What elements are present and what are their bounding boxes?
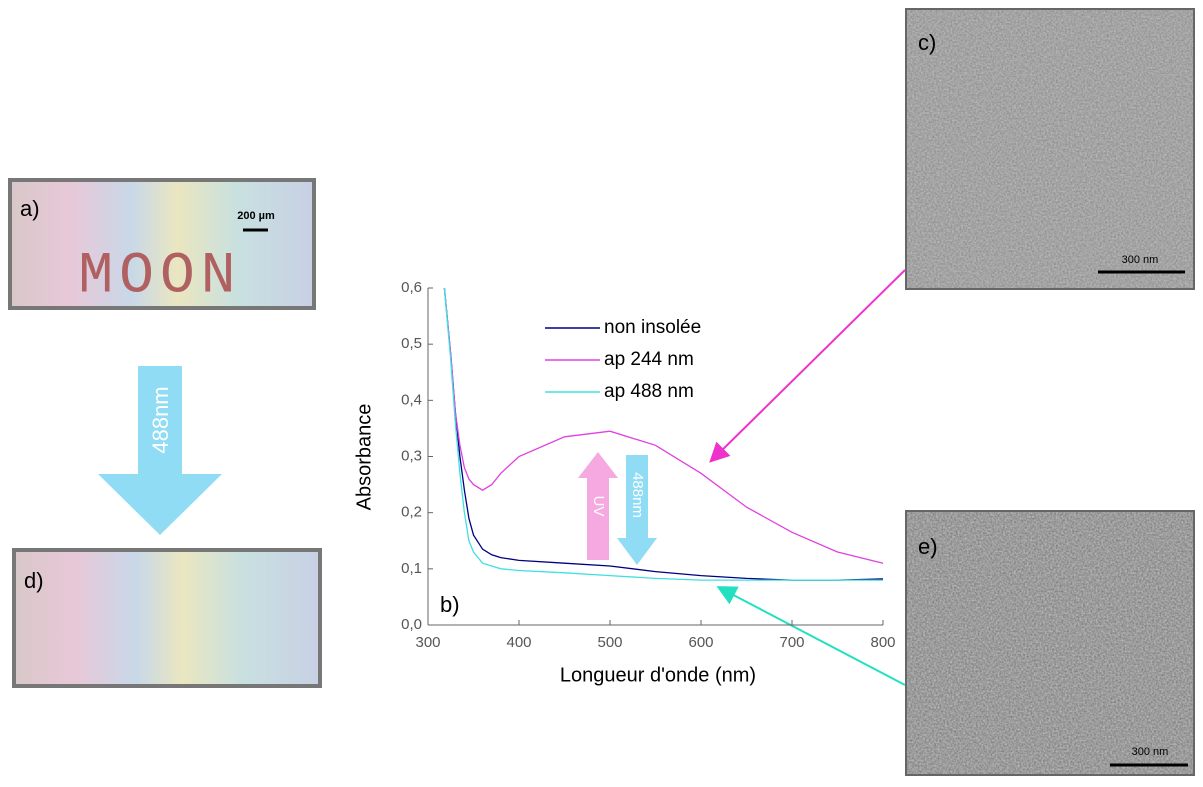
panel-d: d) bbox=[12, 548, 322, 688]
arrow-label: 488nm bbox=[148, 386, 173, 453]
y-tick-label: 0,0 bbox=[401, 616, 422, 633]
image-text: MOON bbox=[78, 244, 241, 309]
y-tick-label: 0,5 bbox=[401, 335, 422, 352]
scale-label: 200 µm bbox=[237, 210, 275, 222]
series-line bbox=[443, 287, 883, 581]
uv-arrow bbox=[578, 452, 618, 560]
panel-c: c) 300 nm bbox=[905, 8, 1195, 290]
x-tick-label: 800 bbox=[870, 634, 895, 651]
pointer-arrow bbox=[716, 586, 906, 686]
y-tick-label: 0,6 bbox=[401, 279, 422, 296]
panel-label: a) bbox=[20, 196, 40, 221]
transition-arrow: 488nm bbox=[98, 366, 222, 535]
panel-a: a) 200 µm MOON bbox=[8, 178, 316, 310]
arrow-label: 488nm bbox=[629, 472, 646, 518]
blue-arrow bbox=[617, 455, 657, 565]
x-tick-label: 400 bbox=[506, 634, 531, 651]
legend-label: ap 488 nm bbox=[604, 381, 694, 402]
pointer-arrow bbox=[709, 269, 906, 463]
legend-label: ap 244 nm bbox=[604, 349, 694, 370]
panel-e: e) 300 nm bbox=[905, 510, 1195, 776]
panel-label: d) bbox=[24, 568, 44, 593]
legend-label: non insolée bbox=[604, 317, 701, 338]
x-tick-label: 700 bbox=[779, 634, 804, 651]
y-tick-label: 0,3 bbox=[401, 447, 422, 464]
x-tick-label: 300 bbox=[415, 634, 440, 651]
y-tick-label: 0,1 bbox=[401, 560, 422, 577]
x-axis-label: Longueur d'onde (nm) bbox=[560, 664, 756, 686]
panel-label: c) bbox=[918, 30, 936, 55]
panel-label: e) bbox=[918, 534, 938, 559]
scale-label: 300 nm bbox=[1132, 746, 1169, 758]
series-line bbox=[443, 287, 884, 581]
y-tick-label: 0,4 bbox=[401, 391, 422, 408]
scale-label: 300 nm bbox=[1122, 254, 1159, 266]
chart: Longueur d'onde (nm) Absorbance b) 0,0 0,… bbox=[353, 279, 895, 686]
y-tick-label: 0,2 bbox=[401, 504, 422, 521]
x-tick-label: 600 bbox=[688, 634, 713, 651]
x-tick-label: 500 bbox=[597, 634, 622, 651]
arrow-label: UV bbox=[590, 496, 607, 517]
annotation: b) bbox=[440, 592, 460, 617]
series-line bbox=[443, 287, 884, 564]
y-axis-label: Absorbance bbox=[353, 404, 375, 511]
